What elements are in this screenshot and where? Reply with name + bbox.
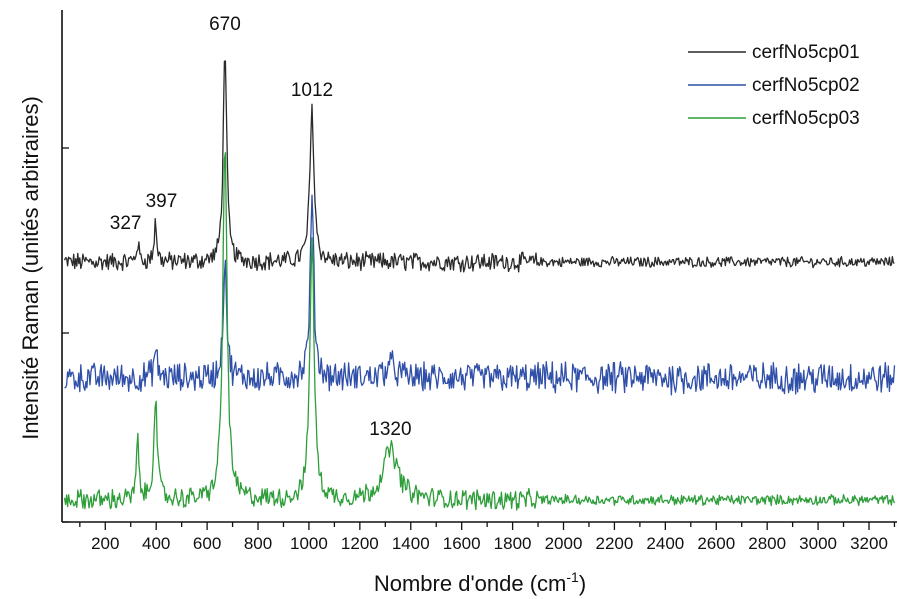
x-axis-title: Nombre d'onde (cm-1): [374, 569, 586, 596]
legend-label-cerfNo5cp03: cerfNo5cp03: [752, 108, 860, 129]
peak-label-1012: 1012: [291, 80, 333, 101]
x-tick-label: 1600: [443, 534, 481, 553]
x-tick-label: 2600: [697, 534, 735, 553]
peak-label-670: 670: [209, 14, 241, 35]
x-tick-label: 600: [193, 534, 221, 553]
series-lines: [63, 60, 896, 511]
x-tick-label: 3000: [799, 534, 837, 553]
x-tick-label: 1000: [290, 534, 328, 553]
peak-label-397: 397: [146, 191, 178, 212]
y-axis-title: Intensité Raman (unités arbitraires): [18, 96, 43, 440]
plot-area: 200 400 600 800 1000 1200 1400 1600 1800 2000 2200…: [61, 10, 897, 553]
peak-label-1320: 1320: [369, 419, 411, 440]
x-tick-label: 2200: [596, 534, 634, 553]
x-tick-label: 1800: [494, 534, 532, 553]
x-tick-label: 2400: [646, 534, 684, 553]
series-line-cerfNo5cp01: [63, 60, 895, 273]
series-line-cerfNo5cp03: [63, 152, 896, 511]
x-tick-label: 1200: [341, 534, 379, 553]
x-tick-label: 3200: [850, 534, 888, 553]
x-tick-label: 1400: [392, 534, 430, 553]
x-tick-label: 400: [142, 534, 170, 553]
x-tick-label: 800: [244, 534, 272, 553]
legend-label-cerfNo5cp01: cerfNo5cp01: [752, 42, 860, 63]
x-tick-label: 2000: [545, 534, 583, 553]
series-line-cerfNo5cp02: [64, 194, 896, 396]
x-tick-label: 2800: [748, 534, 786, 553]
legend-label-cerfNo5cp02: cerfNo5cp02: [752, 75, 860, 96]
x-tick-label: 200: [91, 534, 119, 553]
legend: cerfNo5cp01 cerfNo5cp02 cerfNo5cp03: [688, 42, 860, 129]
peak-label-327: 327: [110, 213, 142, 234]
